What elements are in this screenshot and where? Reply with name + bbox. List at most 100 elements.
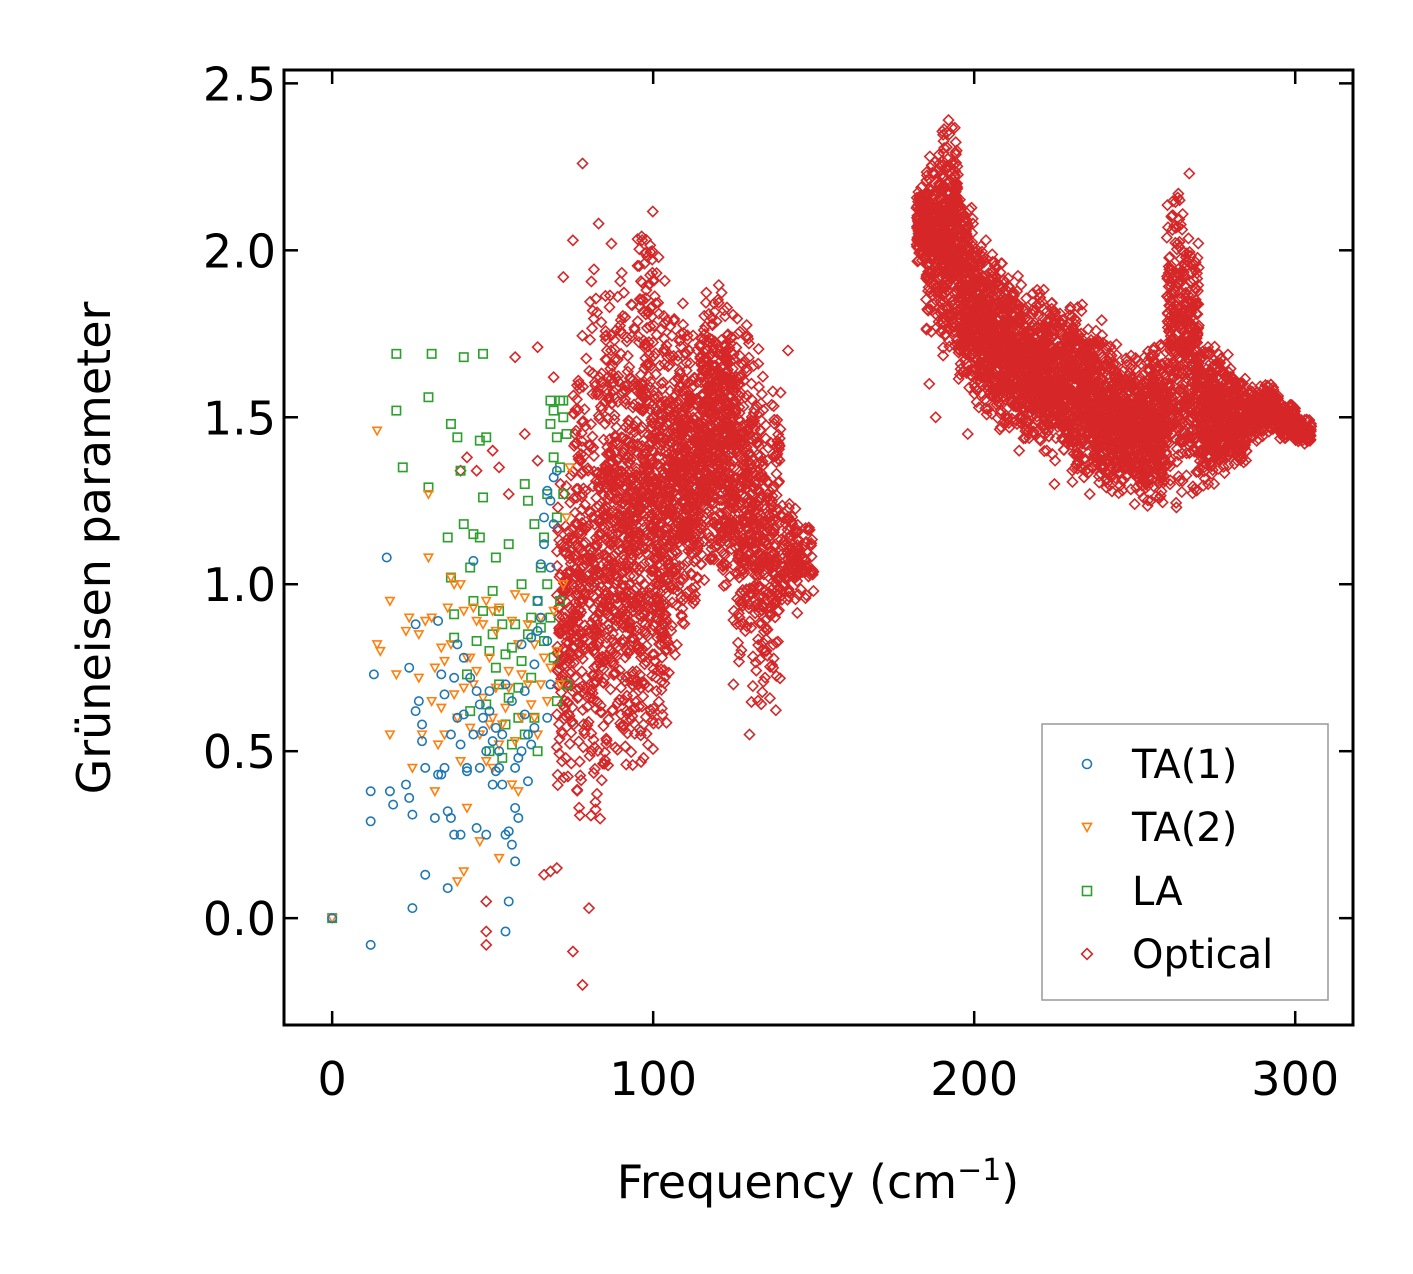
data-point-optical (805, 533, 819, 546)
data-point-optical (716, 474, 729, 487)
data-point-optical (588, 762, 602, 776)
data-point-optical (671, 464, 684, 477)
data-point-optical (653, 359, 667, 372)
data-point-optical (959, 338, 972, 351)
data-point-optical (589, 379, 602, 392)
data-point-optical (773, 672, 787, 685)
data-point-optical (753, 406, 766, 420)
data-point-optical (551, 768, 564, 781)
data-point-optical (925, 245, 939, 258)
data-point-optical (609, 324, 623, 337)
data-point-optical (563, 567, 576, 580)
data-point-optical (705, 549, 719, 563)
data-point-optical (655, 567, 668, 580)
data-point-optical (728, 516, 741, 530)
data-point-optical (712, 296, 725, 309)
data-point-optical (753, 606, 766, 619)
data-point-optical (924, 228, 937, 241)
data-point-optical (733, 349, 747, 363)
data-point-optical (598, 330, 612, 343)
data-point-optical (559, 540, 572, 553)
data-point-optical (988, 367, 1001, 381)
data-point-optical (1018, 312, 1031, 326)
data-point-optical (624, 713, 638, 726)
data-point-optical (717, 526, 730, 539)
data-point-optical (573, 526, 587, 540)
data-point-optical (564, 469, 578, 482)
data-point-optical (647, 520, 660, 533)
data-point-optical (572, 735, 585, 748)
data-point-optical (745, 695, 758, 709)
data-point-optical (621, 610, 634, 623)
data-point-optical (579, 536, 592, 549)
data-point-optical (632, 700, 646, 713)
data-marks (326, 113, 1318, 992)
data-point-optical (623, 485, 636, 498)
data-point-optical (571, 691, 584, 705)
data-point-optical (621, 540, 635, 553)
data-point-optical (727, 604, 741, 617)
data-point-optical (616, 309, 630, 323)
data-point-optical (586, 638, 600, 652)
data-point-optical (564, 645, 577, 658)
data-point-optical (801, 546, 814, 559)
data-point-optical (950, 144, 963, 157)
data-point-optical (558, 701, 572, 715)
data-point-optical (749, 478, 762, 491)
data-point-optical (615, 326, 628, 340)
data-point-optical (925, 159, 938, 172)
data-point-optical (552, 601, 565, 614)
data-point-optical (663, 568, 677, 581)
data-point-optical (663, 466, 676, 480)
data-point-optical (715, 494, 729, 507)
data-point-optical (763, 530, 776, 543)
data-point-optical (733, 594, 746, 607)
data-point-optical (781, 546, 794, 559)
data-point-optical (943, 308, 957, 321)
data-point-optical (550, 545, 564, 558)
data-point-optical (666, 526, 679, 540)
data-point-optical (652, 550, 665, 564)
data-point-optical (711, 293, 725, 306)
data-point-optical (596, 504, 609, 517)
data-point-optical (660, 716, 673, 729)
data-point-optical (745, 377, 758, 390)
data-point-optical (1018, 352, 1031, 365)
data-point-optical (744, 504, 757, 518)
data-point-optical (1024, 384, 1037, 398)
data-point-optical (943, 187, 957, 200)
data-point-optical (664, 423, 678, 436)
data-point-optical (712, 455, 725, 468)
data-point-optical (963, 381, 976, 394)
data-point-optical (622, 436, 636, 450)
data-point-optical (616, 589, 629, 603)
data-point-optical (695, 444, 709, 458)
data-point-optical (970, 395, 983, 409)
data-point-optical (944, 230, 957, 243)
data-point-optical (988, 255, 1001, 269)
data-point-optical (700, 492, 714, 506)
data-point-optical (602, 713, 615, 726)
data-point-optical (576, 652, 589, 665)
data-point-optical (688, 531, 702, 544)
data-point-optical (769, 576, 783, 589)
data-point-optical (650, 266, 663, 280)
data-point-optical (990, 311, 1004, 325)
data-point-optical (594, 376, 608, 389)
data-point-optical (656, 345, 670, 358)
data-point-optical (602, 391, 615, 404)
data-point-optical (604, 683, 617, 696)
data-point-optical (957, 253, 971, 266)
data-point-optical (601, 551, 614, 564)
data-point-optical (627, 549, 640, 562)
data-point-optical (721, 329, 734, 342)
data-point-optical (921, 187, 934, 200)
data-point-optical (805, 550, 818, 563)
data-point-optical (743, 615, 756, 628)
data-point-optical (608, 666, 622, 679)
data-point-optical (671, 580, 685, 593)
data-point-optical (589, 795, 602, 809)
data-point-optical (698, 309, 711, 323)
data-point-optical (689, 502, 702, 515)
